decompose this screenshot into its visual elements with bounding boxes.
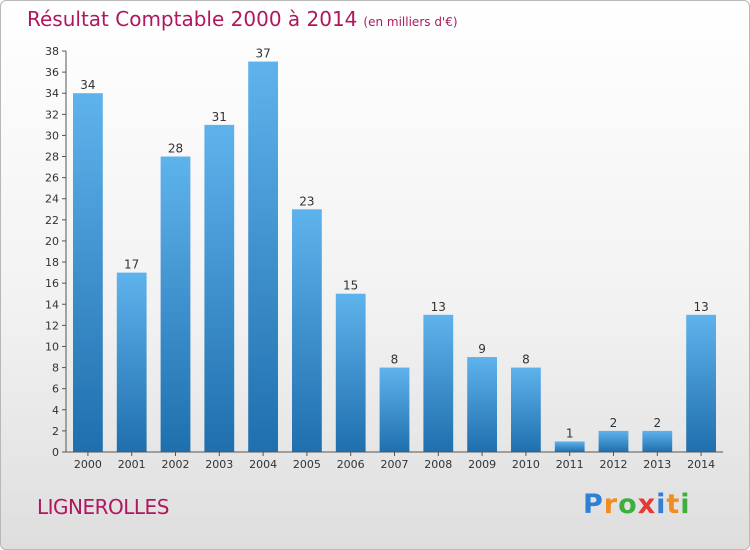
bar-2006 [335,293,366,452]
data-label-2011: 1 [566,426,574,440]
x-tick-label-2008: 2008 [424,458,452,471]
y-tick-label: 38 [45,45,59,58]
data-label-2012: 2 [610,416,618,430]
x-tick-label-2003: 2003 [205,458,233,471]
bar-2001 [116,272,147,452]
x-tick-label-2013: 2013 [643,458,671,471]
data-label-2013: 2 [653,416,661,430]
data-label-2007: 8 [391,353,399,367]
y-tick-label: 20 [45,235,59,248]
x-tick-label-2000: 2000 [74,458,102,471]
logo-letter: i [656,489,667,520]
logo-letter: o [618,489,638,520]
proxiti-logo: Proxiti [583,489,691,520]
x-tick-label-2012: 2012 [600,458,628,471]
logo-letter: x [637,489,657,520]
logo-letter: r [603,489,619,520]
y-tick-label: 12 [45,319,59,332]
bar-2010 [511,367,541,452]
data-label-2009: 9 [478,342,486,356]
chart-title-text: Résultat Comptable 2000 à 2014 [27,7,358,31]
logo-letter: t [666,489,681,520]
data-label-2001: 17 [124,258,139,272]
logo-letter: i [680,489,691,520]
bar-2000 [73,93,103,453]
y-tick-label: 6 [52,383,59,396]
data-label-2008: 13 [431,300,446,314]
chart-title: Résultat Comptable 2000 à 2014 (en millie… [27,7,458,31]
bar-2002 [160,156,191,453]
bar-2003 [204,124,235,453]
y-tick-label: 34 [45,87,59,100]
y-tick-label: 4 [52,404,59,417]
x-tick-label-2011: 2011 [556,458,584,471]
bar-2012 [598,430,629,452]
y-tick-label: 32 [45,108,59,121]
data-label-2003: 31 [212,110,227,124]
data-label-2002: 28 [168,142,183,156]
x-tick-label-2009: 2009 [468,458,496,471]
x-tick-label-2001: 2001 [118,458,146,471]
data-label-2014: 13 [693,300,708,314]
x-tick-label-2010: 2010 [512,458,540,471]
x-tick-label-2014: 2014 [687,458,715,471]
y-tick-label: 26 [45,172,59,185]
bar-2004 [248,61,278,452]
bar-2005 [292,209,322,452]
y-tick-label: 28 [45,151,59,164]
logo-letter: P [583,489,604,520]
y-tick-label: 10 [45,340,59,353]
y-tick-label: 16 [45,277,59,290]
data-label-2004: 37 [255,47,270,61]
bar-2009 [467,357,497,452]
bar-2007 [379,367,410,452]
x-tick-label-2005: 2005 [293,458,321,471]
y-tick-label: 14 [45,298,59,311]
y-tick-label: 2 [52,425,59,438]
y-tick-label: 30 [45,129,59,142]
x-tick-label-2007: 2007 [381,458,409,471]
y-tick-label: 18 [45,256,59,269]
x-tick-label-2002: 2002 [162,458,190,471]
data-label-2000: 34 [80,78,95,92]
x-tick-label-2006: 2006 [337,458,365,471]
y-tick-label: 24 [45,193,59,206]
bar-2011 [554,441,585,452]
y-tick-label: 22 [45,214,59,227]
y-tick-label: 8 [52,362,59,375]
bar-2013 [642,430,673,452]
y-tick-label: 36 [45,66,59,79]
data-label-2006: 15 [343,279,358,293]
commune-name: LIGNEROLLES [37,495,169,519]
data-label-2005: 23 [299,194,314,208]
chart-unit: (en milliers d'€) [363,15,458,29]
bar-2014 [686,314,716,452]
bar-2008 [423,314,454,452]
y-tick-label: 0 [52,446,59,459]
x-tick-label-2004: 2004 [249,458,277,471]
data-label-2010: 8 [522,353,530,367]
